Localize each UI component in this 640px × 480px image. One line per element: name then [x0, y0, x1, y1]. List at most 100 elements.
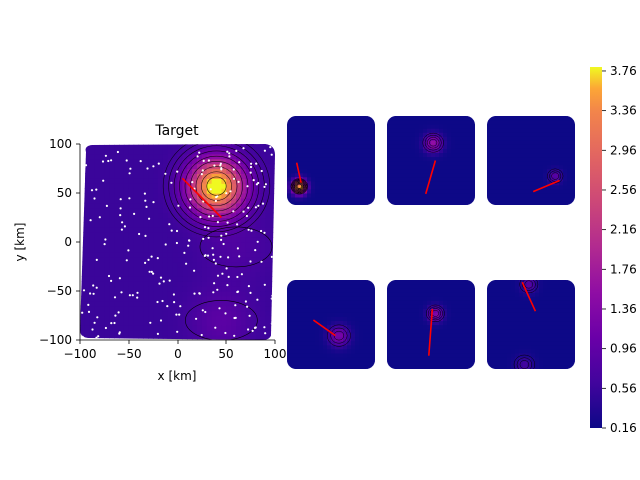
heatmap-cell [515, 308, 520, 313]
heatmap-cell [539, 172, 544, 178]
heatmap-cell [447, 336, 452, 342]
heatmap-cell [323, 160, 328, 166]
heatmap-cell [391, 124, 396, 129]
heatmap-cell [307, 148, 312, 154]
heatmap-cell [311, 132, 316, 137]
heatmap-cell [447, 356, 452, 362]
heatmap-cell [411, 160, 416, 166]
heatmap-cell [133, 163, 140, 170]
heatmap-cell [177, 222, 183, 228]
heatmap-cell [423, 164, 428, 170]
heatmap-cell [158, 227, 164, 233]
heatmap-cell [201, 281, 208, 287]
heatmap-cell [319, 300, 324, 305]
heatmap-cell [487, 184, 492, 190]
heatmap-cell [527, 340, 532, 346]
station-point [212, 253, 215, 256]
heatmap-cell [303, 168, 308, 174]
heatmap-cell [143, 207, 149, 214]
heatmap-cell [455, 312, 460, 318]
heatmap-cell [503, 332, 508, 338]
heatmap-cell [443, 288, 448, 293]
heatmap-cell [335, 176, 340, 182]
heatmap-cell [403, 296, 408, 301]
heatmap-cell [539, 324, 544, 330]
heatmap-cell [167, 178, 174, 184]
station-point [249, 171, 252, 174]
heatmap-cell [531, 300, 536, 305]
heatmap-cell [172, 197, 179, 204]
heatmap-cell [138, 300, 144, 307]
heatmap-cell [226, 232, 232, 238]
heatmap-cell [197, 212, 203, 219]
heatmap-cell [511, 296, 516, 301]
heatmap-cell [335, 164, 340, 170]
heatmap-cell [236, 261, 242, 268]
heatmap-cell [419, 140, 424, 145]
heatmap-cell [331, 340, 336, 346]
heatmap-cell [447, 292, 452, 297]
heatmap-cell [507, 160, 512, 166]
heatmap-cell [299, 280, 304, 285]
heatmap-cell [128, 197, 135, 204]
heatmap-cell [339, 128, 344, 133]
heatmap-cell [197, 281, 203, 287]
heatmap-cell [363, 184, 368, 190]
heatmap-cell [192, 222, 198, 228]
heatmap-cell [84, 168, 91, 174]
heatmap-cell [503, 284, 508, 289]
heatmap-cell [84, 261, 91, 268]
heatmap-cell [355, 352, 360, 358]
heatmap-cell [99, 242, 105, 248]
heatmap-cell [351, 136, 356, 141]
heatmap-cell [339, 328, 344, 334]
heatmap-cell [172, 144, 179, 150]
heatmap-cell [114, 251, 120, 258]
heatmap-cell [535, 336, 540, 342]
heatmap-cell [260, 305, 266, 312]
heatmap-cell [307, 168, 312, 174]
heatmap-cell [455, 336, 460, 342]
heatmap-cell [323, 140, 328, 145]
heatmap-cell [158, 212, 164, 219]
station-point [270, 322, 273, 325]
station-point [156, 257, 159, 260]
heatmap-cell [515, 292, 520, 297]
heatmap-cell [192, 286, 198, 292]
heatmap-cell [543, 200, 548, 205]
heatmap-cell [547, 136, 552, 141]
heatmap-cell [403, 316, 408, 322]
heatmap-cell [395, 132, 400, 137]
heatmap-cell [411, 148, 416, 154]
heatmap-cell [177, 148, 183, 155]
heatmap-cell [567, 364, 572, 369]
heatmap-cell [206, 237, 213, 243]
station-point [101, 160, 105, 163]
heatmap-cell [419, 192, 424, 198]
heatmap-cell [331, 132, 336, 137]
heatmap-cell [177, 286, 183, 292]
heatmap-cell [104, 232, 110, 238]
heatmap-cell [339, 164, 344, 170]
heatmap-cell [471, 176, 475, 182]
heatmap-cell [459, 188, 464, 194]
heatmap-cell [114, 202, 120, 209]
heatmap-cell [423, 156, 428, 162]
station-point [104, 154, 107, 157]
heatmap-cell [467, 332, 472, 338]
heatmap-cell [463, 348, 468, 354]
heatmap-cell [423, 280, 428, 285]
heatmap-cell [287, 136, 292, 141]
heatmap-cell [387, 348, 392, 354]
heatmap-cell [343, 128, 348, 133]
heatmap-cell [123, 168, 130, 174]
heatmap-cell [543, 324, 548, 330]
station-point [224, 331, 227, 335]
heatmap-cell [236, 168, 242, 174]
heatmap-cell [355, 316, 360, 322]
heatmap-cell [487, 316, 492, 322]
heatmap-cell [295, 308, 300, 313]
heatmap-cell [403, 336, 408, 342]
heatmap-cell [431, 200, 436, 205]
heatmap-cell [187, 300, 193, 307]
